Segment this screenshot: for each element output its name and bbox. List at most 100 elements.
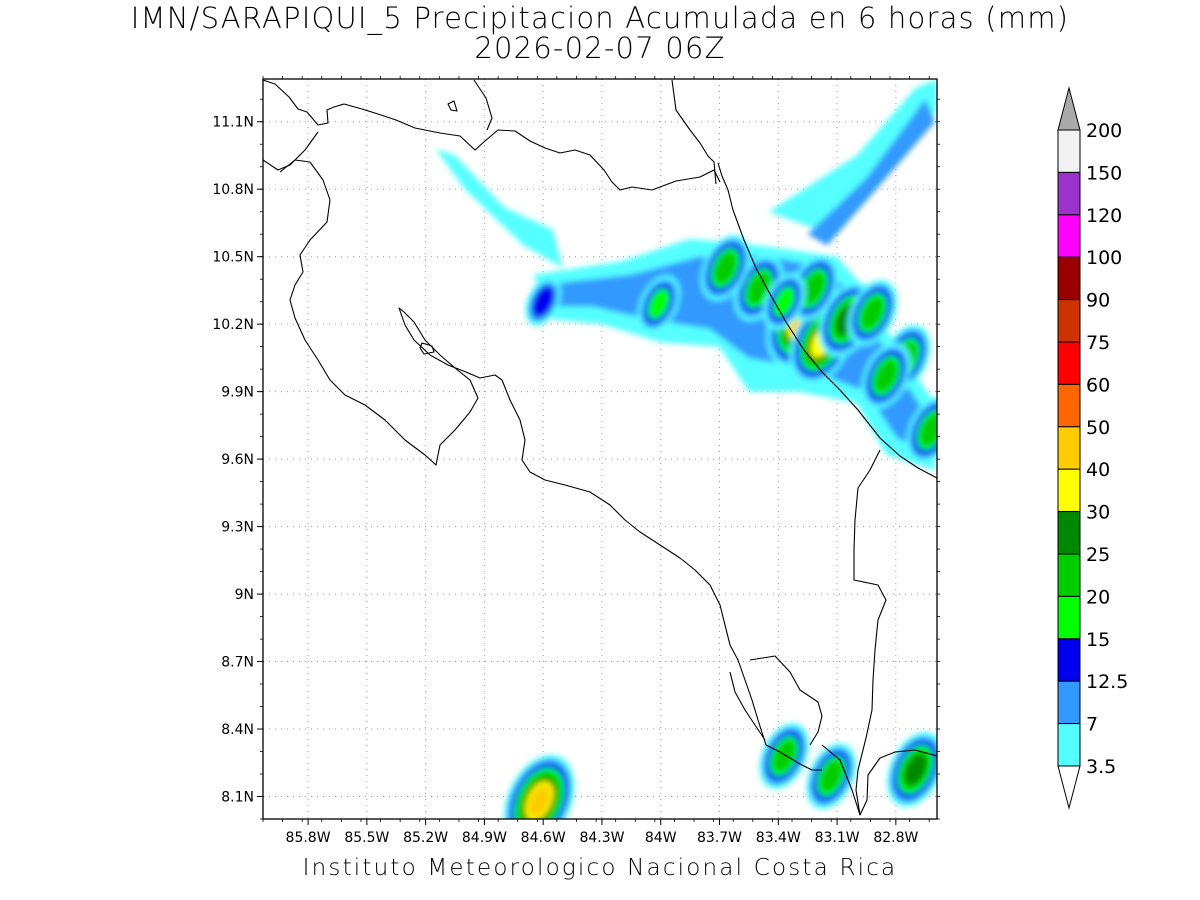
colorbar-label: 75 — [1086, 332, 1110, 354]
y-tick-label: 9.9N — [221, 385, 254, 401]
x-tick-label: 85.8W — [286, 830, 331, 846]
x-tick-label: 82.8W — [873, 830, 918, 846]
x-tick-label: 84.3W — [579, 830, 624, 846]
precip-contour — [773, 740, 796, 772]
y-tick-label: 10.8N — [212, 182, 254, 198]
precip-cell — [847, 279, 898, 346]
precip-band — [435, 148, 563, 268]
y-tick-label: 10.2N — [212, 317, 254, 333]
precip-contour — [875, 360, 897, 392]
precip-band — [768, 79, 937, 230]
map-title-line-2: 2026-02-07 06Z — [474, 31, 726, 65]
colorbar-segment — [1057, 426, 1081, 470]
colorbar-label: 150 — [1086, 162, 1122, 184]
colorbar-segment — [1057, 129, 1081, 173]
x-tick-label: 85.5W — [344, 830, 389, 846]
precip-cell — [637, 275, 681, 333]
y-tick-label: 8.1N — [221, 790, 254, 806]
lat-lon-grid — [263, 79, 937, 819]
nicaragua-north-shore — [473, 79, 493, 131]
colorbar-segment — [1057, 680, 1081, 725]
precip-contour — [820, 760, 843, 792]
precip-cell — [861, 342, 911, 409]
coastlines-and-borders — [263, 79, 937, 816]
precipitation-field — [435, 79, 937, 819]
colorbar-segment — [1057, 638, 1081, 682]
precip-contour — [904, 753, 927, 786]
y-tick-label: 11.1N — [212, 115, 254, 131]
colorbar-segment — [1057, 595, 1081, 640]
precip-cell — [525, 277, 562, 326]
pacific-coast-line — [279, 159, 822, 771]
precip-cell — [887, 732, 937, 807]
precip-cell — [762, 273, 806, 331]
nicoya-island — [419, 342, 435, 355]
y-tick-label: 9N — [235, 587, 254, 603]
precip-cell — [700, 234, 751, 301]
colorbar-under-triangle — [1057, 765, 1081, 810]
precip-contour — [861, 297, 884, 329]
lake-shore-line — [263, 79, 721, 191]
x-tick-label: 84W — [645, 830, 677, 846]
colorbar-label: 7 — [1086, 714, 1098, 736]
colorbar-label: 15 — [1086, 629, 1110, 651]
x-tick-label: 84.9W — [462, 830, 507, 846]
colorbar-legend: 3.5 7 12.5 15 20 25 30 40 50 60 75 90 100 120 150 200 — [1057, 86, 1128, 810]
y-tick-label: 9.6N — [221, 452, 254, 468]
latitude-axis: 8.1N 8.4N 8.7N 9N 9.3N 9.6N 9.9N 10.2N 10.5N 10.8… — [212, 98, 940, 820]
colorbar-segment — [1057, 553, 1081, 597]
precip-cell — [759, 722, 810, 790]
precip-cell — [503, 754, 575, 819]
caribbean-coast-line — [717, 162, 937, 479]
colorbar-label: 120 — [1086, 205, 1122, 227]
precip-contour — [528, 785, 551, 817]
colorbar-label: 50 — [1086, 417, 1110, 439]
longitude-axis: 85.8W 85.5W 85.2W 84.9W 84.6W 84.3W 84W 83.7W 83… — [262, 76, 930, 846]
island-outline — [447, 100, 458, 112]
colorbar-segment — [1057, 341, 1081, 385]
nicaragua-costa-rica-border — [263, 131, 319, 171]
precip-contour — [802, 272, 825, 304]
x-tick-label: 83.7W — [697, 830, 742, 846]
colorbar-label: 25 — [1086, 544, 1110, 566]
x-tick-label: 85.2W — [403, 830, 448, 846]
osa-peninsula — [729, 671, 766, 741]
colorbar-label: 100 — [1086, 247, 1122, 269]
institution-credit: Instituto Meteorologico Nacional Costa R… — [302, 855, 898, 881]
colorbar-label: 20 — [1086, 586, 1110, 608]
y-tick-label: 10.5N — [212, 250, 254, 266]
colorbar-segment — [1057, 383, 1081, 428]
y-tick-label: 8.4N — [221, 722, 254, 738]
colorbar-segment — [1057, 256, 1081, 301]
colorbar-segment — [1057, 468, 1081, 513]
colorbar-label: 200 — [1086, 120, 1122, 142]
colorbar-label: 60 — [1086, 374, 1110, 396]
precip-contour — [747, 272, 770, 304]
precip-contour — [714, 252, 737, 284]
colorbar-segment — [1057, 299, 1081, 343]
precip-contour — [647, 288, 670, 320]
map-frame — [262, 78, 938, 820]
colorbar-segment — [1057, 723, 1081, 767]
colorbar-over-triangle — [1057, 86, 1081, 131]
x-tick-label: 83.4W — [756, 830, 801, 846]
colorbar-label: 90 — [1086, 290, 1110, 312]
colorbar-segment — [1057, 171, 1081, 216]
costa-rica-panama-border — [853, 449, 887, 816]
y-tick-label: 8.7N — [221, 655, 254, 671]
colorbar-segment — [1057, 214, 1081, 258]
precip-contour — [532, 286, 555, 318]
colorbar-label: 40 — [1086, 459, 1110, 481]
panama-coast-line — [821, 744, 937, 816]
colorbar-label: 12.5 — [1086, 671, 1128, 693]
colorbar-label: 30 — [1086, 502, 1110, 524]
caribbean-coast-north — [671, 79, 717, 185]
colorbar-label: 3.5 — [1086, 756, 1116, 778]
x-tick-label: 84.6W — [521, 830, 566, 846]
precip-band — [807, 99, 935, 246]
precip-cell — [806, 743, 857, 810]
y-tick-label: 9.3N — [221, 520, 254, 536]
x-tick-label: 83.1W — [815, 830, 860, 846]
golfo-dulce-outline — [749, 655, 823, 746]
